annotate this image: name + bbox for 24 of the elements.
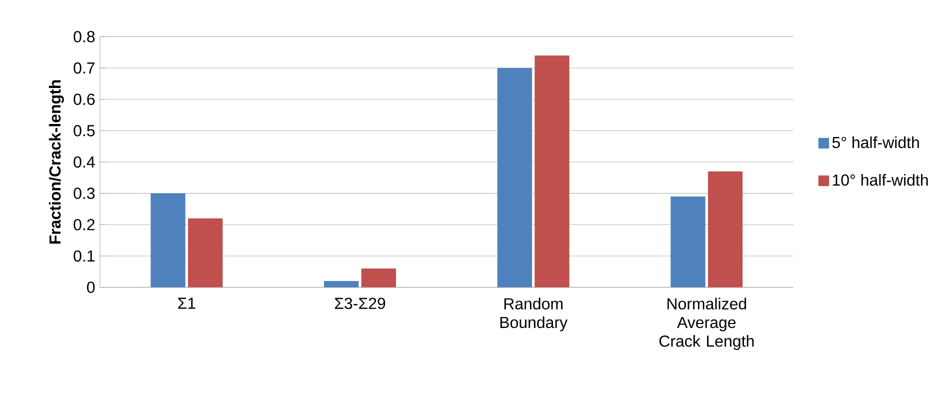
bar (361, 268, 396, 288)
bar (188, 218, 223, 288)
y-tick-label: 0.6 (74, 94, 95, 105)
y-axis-title: Fraction/Crack-length (48, 80, 64, 244)
legend-label: 10° half-width (832, 174, 928, 186)
y-tick-label: 0 (87, 282, 95, 293)
y-tick-label: 0.1 (74, 250, 95, 262)
y-tick-label: 0.2 (74, 219, 94, 230)
x-tick-label: Normalized Average Crack Length (659, 298, 754, 350)
bar (670, 196, 706, 288)
legend-label: 5° half-width (832, 136, 919, 148)
x-tick-label: Random Boundary (500, 298, 568, 332)
bar (150, 193, 186, 288)
y-tick-label: 0.8 (74, 31, 95, 42)
bar (534, 55, 570, 288)
bar (324, 281, 359, 288)
x-tick-label: Σ3-Σ29 (334, 298, 386, 310)
bar (708, 171, 743, 288)
bar (497, 68, 532, 288)
x-tick-label: Σ1 (178, 298, 196, 309)
y-tick-label: 0.5 (74, 125, 95, 136)
y-tick-label: 0.7 (74, 62, 94, 74)
y-tick-label: 0.3 (74, 188, 95, 199)
y-tick-label: 0.4 (74, 156, 95, 168)
